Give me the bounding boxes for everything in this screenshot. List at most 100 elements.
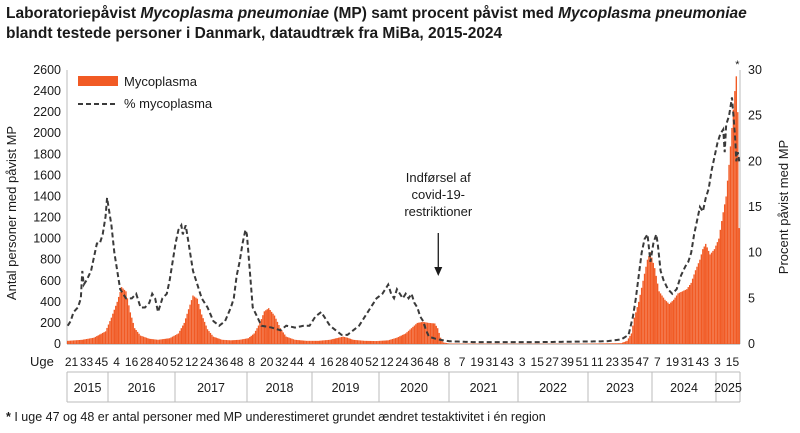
bar [403, 334, 405, 344]
bar [286, 337, 289, 344]
y-tick-left-label: 1200 [33, 211, 61, 225]
bar [620, 343, 622, 344]
bar [123, 289, 126, 344]
bar [88, 338, 91, 344]
bar [329, 339, 331, 344]
bar [94, 336, 97, 344]
bar [696, 266, 698, 344]
bar [160, 339, 162, 344]
title-organism-2: Mycoplasma pneumoniae [558, 5, 747, 22]
bar [396, 337, 398, 344]
bar [323, 340, 325, 344]
bar [355, 340, 357, 344]
y-tick-left-label: 2000 [33, 126, 61, 140]
x-tick-week-label: 16 [320, 355, 334, 369]
bar [367, 340, 369, 344]
bar [356, 340, 359, 344]
bar [203, 321, 206, 344]
bar [155, 339, 158, 344]
bar [262, 315, 264, 344]
y-tick-right-label: 25 [748, 109, 762, 123]
bar [674, 297, 676, 344]
bar [184, 318, 187, 344]
bar [125, 291, 127, 344]
bar [119, 292, 121, 344]
x-tick-week-label: 28 [335, 355, 349, 369]
bar [310, 340, 312, 344]
bar [148, 338, 150, 344]
bar [186, 313, 188, 344]
bar [453, 343, 455, 344]
bar [80, 339, 82, 344]
bar [651, 257, 653, 344]
bar [244, 338, 247, 344]
bar [311, 340, 314, 344]
bar [150, 338, 152, 344]
bar [447, 343, 449, 344]
bar [297, 340, 299, 344]
bar [99, 334, 101, 344]
bar [177, 333, 180, 344]
bar [693, 274, 695, 344]
bar [279, 328, 282, 344]
bar [109, 321, 111, 344]
x-tick-week-label: 36 [410, 355, 424, 369]
bar [594, 343, 596, 344]
x-tick-week-label: 15 [531, 355, 545, 369]
bar [419, 322, 421, 344]
bar [198, 303, 200, 344]
bar [333, 338, 335, 344]
bar [719, 229, 721, 344]
bar [672, 299, 675, 344]
bar [353, 339, 356, 344]
bar [320, 340, 322, 344]
bar [425, 322, 427, 344]
bar [154, 339, 156, 344]
bar [451, 343, 453, 344]
bar [304, 340, 306, 344]
bar [259, 322, 261, 344]
x-tick-week-label: 32 [275, 355, 289, 369]
bar [83, 339, 85, 344]
bar [617, 343, 620, 344]
bar [626, 340, 628, 344]
chart-title: Laboratoriepåvist Mycoplasma pneumoniae … [6, 4, 796, 44]
bar [167, 338, 169, 344]
bar [608, 343, 611, 344]
x-tick-week-label: 21 [65, 355, 79, 369]
x-year-label: 2017 [197, 381, 225, 395]
x-tick-week-label: 40 [350, 355, 364, 369]
legend-swatch-bar [78, 76, 118, 86]
bar [694, 270, 697, 344]
bar [291, 338, 293, 344]
bar [662, 297, 665, 344]
bar [128, 305, 130, 344]
bar [377, 340, 379, 344]
bar [326, 340, 328, 344]
x-tick-week-label: 45 [95, 355, 109, 369]
bar [627, 338, 630, 344]
y-tick-left-label: 1600 [33, 168, 61, 182]
bar [690, 282, 692, 344]
bar [275, 318, 277, 344]
bar [69, 340, 72, 344]
bar [648, 256, 650, 344]
bar [384, 340, 386, 344]
bar [276, 321, 279, 344]
bar [686, 289, 688, 344]
x-tick-week-label: 28 [140, 355, 154, 369]
bar [349, 338, 351, 344]
bar [110, 317, 113, 344]
bar [413, 325, 416, 344]
bar [246, 338, 248, 344]
bar [136, 331, 139, 344]
bar [104, 331, 107, 344]
x-year-label: 2022 [539, 381, 567, 395]
bar [314, 340, 317, 344]
bar [190, 300, 193, 344]
bar [638, 301, 640, 344]
bar [598, 343, 601, 344]
bar [183, 322, 185, 344]
x-year-label: 2020 [400, 381, 428, 395]
bar [327, 339, 330, 344]
